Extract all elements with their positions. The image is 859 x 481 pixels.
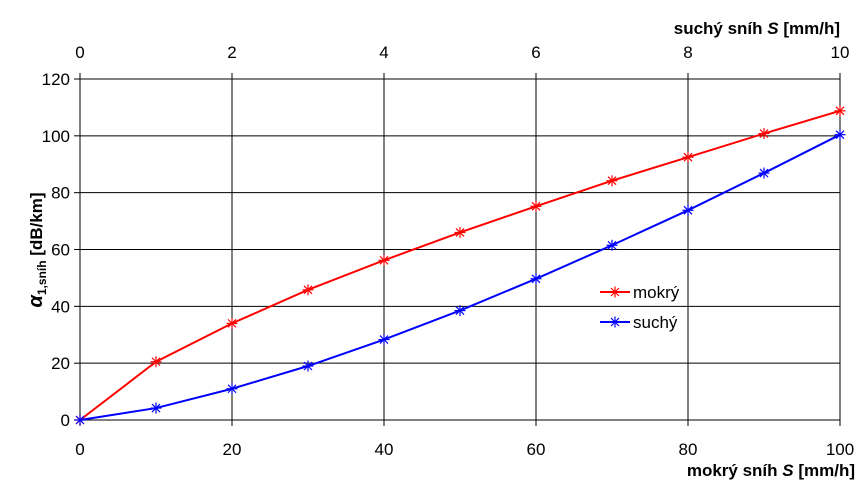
- legend-star-mokry: [609, 286, 621, 298]
- x-top-tick-label: 4: [379, 43, 388, 62]
- data-point-suchy: [530, 273, 542, 285]
- data-point-suchy: [834, 129, 846, 141]
- y-tick-label: 60: [51, 241, 70, 260]
- x-bottom-tick-label: 0: [75, 440, 84, 459]
- x-bottom-tick-label: 80: [679, 440, 698, 459]
- legend: mokrý suchý: [600, 283, 680, 332]
- y-tick-label: 0: [61, 411, 70, 430]
- data-point-suchy: [226, 383, 238, 395]
- plot-frame: [79, 78, 841, 421]
- data-point-suchy: [302, 360, 314, 372]
- legend-label-mokry: mokrý: [633, 283, 680, 302]
- x-bottom-tick-label: 20: [223, 440, 242, 459]
- y-tick-label: 80: [51, 184, 70, 203]
- y-tick-label: 120: [42, 70, 70, 89]
- data-point-suchy: [758, 167, 770, 179]
- x-top-axis-label: suchý sníh S [mm/h]: [674, 19, 840, 38]
- data-point-suchy: [606, 239, 618, 251]
- data-point-mokry: [150, 356, 162, 368]
- data-point-mokry: [226, 317, 238, 329]
- data-point-suchy: [150, 402, 162, 414]
- legend-marker-mokry: [609, 286, 621, 298]
- data-point-mokry: [682, 151, 694, 163]
- x-top-tick-label: 2: [227, 43, 236, 62]
- y-tick-label: 100: [42, 127, 70, 146]
- data-point-mokry: [302, 284, 314, 296]
- x-top-tick-label: 6: [531, 43, 540, 62]
- data-point-suchy: [378, 334, 390, 346]
- x-top-tick-label: 0: [75, 43, 84, 62]
- data-point-suchy: [682, 204, 694, 216]
- data-point-suchy: [74, 414, 86, 426]
- x-bottom-tick-label: 100: [826, 440, 854, 459]
- data-point-mokry: [530, 200, 542, 212]
- data-point-mokry: [454, 226, 466, 238]
- data-point-mokry: [378, 254, 390, 266]
- data-point-mokry: [606, 175, 618, 187]
- data-point-mokry: [834, 105, 846, 117]
- y-tick-label: 20: [51, 354, 70, 373]
- legend-label-suchy: suchý: [633, 313, 678, 332]
- data-point-suchy: [454, 305, 466, 317]
- x-top-tick-label: 8: [683, 43, 692, 62]
- legend-marker-suchy: [609, 316, 621, 328]
- x-bottom-axis-label: mokrý sníh S [mm/h]: [687, 461, 855, 480]
- legend-star-suchy: [609, 316, 621, 328]
- x-bottom-tick-label: 60: [527, 440, 546, 459]
- x-top-tick-label: 10: [831, 43, 850, 62]
- y-axis-label: α1,sníh [dB/km]: [25, 192, 49, 307]
- x-bottom-tick-label: 40: [375, 440, 394, 459]
- data-point-mokry: [758, 128, 770, 140]
- y-tick-label: 40: [51, 297, 70, 316]
- series-layer: [74, 105, 846, 426]
